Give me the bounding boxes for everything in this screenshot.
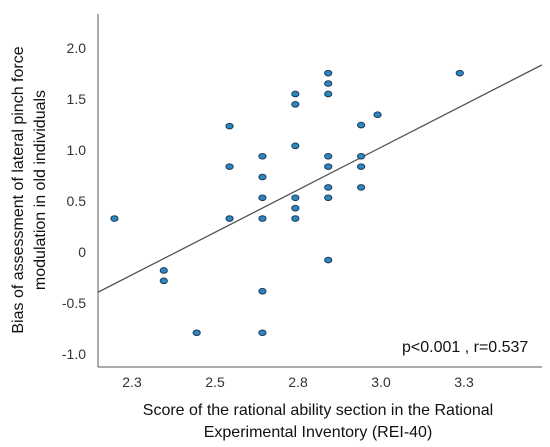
data-point xyxy=(324,194,333,202)
fit-line-layer xyxy=(97,64,543,293)
data-point xyxy=(159,267,168,274)
data-point xyxy=(159,277,168,285)
y-tick-label: 1.0 xyxy=(67,142,87,158)
data-point xyxy=(291,101,300,108)
data-point xyxy=(357,163,366,170)
data-point xyxy=(258,152,267,160)
data-point xyxy=(110,215,119,222)
y-axis-title-line2: modulation in old individuals xyxy=(32,90,49,290)
x-axis-title-line2: Experimental Inventory (REI-40) xyxy=(204,424,433,441)
x-tick-label: 2.8 xyxy=(288,374,308,390)
y-tick-label: -0.5 xyxy=(62,295,86,311)
data-point xyxy=(324,163,333,170)
data-point xyxy=(258,173,267,181)
x-tick-label: 3.0 xyxy=(371,374,391,390)
points-layer xyxy=(110,69,464,337)
y-tick-label: -1.0 xyxy=(62,346,86,362)
data-point xyxy=(357,121,366,129)
data-point xyxy=(192,329,201,337)
regression-line xyxy=(97,64,543,293)
stats-annotation: p<0.001 , r=0.537 xyxy=(402,339,528,356)
data-point xyxy=(455,69,464,77)
y-tick-label: 0.5 xyxy=(67,193,87,209)
data-point xyxy=(291,90,300,98)
data-point xyxy=(258,215,267,222)
y-tick-label: 2.0 xyxy=(67,40,87,56)
x-tick-label: 3.3 xyxy=(454,374,474,390)
data-point xyxy=(373,111,382,119)
data-point xyxy=(357,152,366,160)
y-axis-title-line1: Bias of assessment of lateral pinch forc… xyxy=(10,46,27,333)
data-point xyxy=(225,163,234,170)
data-point xyxy=(291,194,300,202)
data-point xyxy=(324,152,333,160)
data-point xyxy=(324,69,333,77)
data-point xyxy=(324,184,333,191)
data-point xyxy=(258,329,267,337)
y-tick-label: 1.5 xyxy=(67,91,87,107)
data-point xyxy=(357,184,366,191)
x-tick-labels: 2.3 2.5 2.8 3.0 3.3 xyxy=(122,374,474,390)
data-point xyxy=(291,204,300,212)
y-tick-labels: 2.0 1.5 1.0 0.5 0 -0.5 -1.0 xyxy=(62,40,86,362)
data-point xyxy=(258,287,267,295)
x-axis-title-line1: Score of the rational ability section in… xyxy=(143,402,493,419)
data-point xyxy=(324,80,333,87)
y-tick-label: 0 xyxy=(78,244,86,260)
data-point xyxy=(324,90,333,98)
data-point xyxy=(225,122,234,130)
data-point xyxy=(291,142,300,150)
data-point xyxy=(291,215,300,222)
data-point xyxy=(258,194,267,202)
x-tick-label: 2.3 xyxy=(122,374,142,390)
data-point xyxy=(324,256,333,264)
x-tick-label: 2.5 xyxy=(205,374,225,390)
data-point xyxy=(225,215,234,222)
